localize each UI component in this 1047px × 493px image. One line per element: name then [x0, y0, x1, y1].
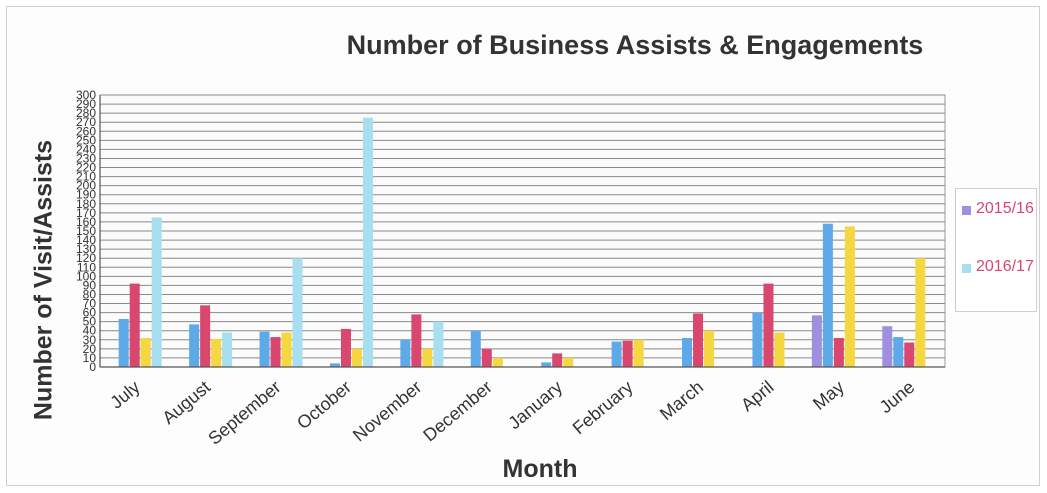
y-tick-label: 250 — [76, 133, 96, 147]
bar-july-series-2 — [129, 283, 140, 367]
y-tick-label: 230 — [76, 151, 96, 165]
x-tick-label-january: January — [504, 377, 566, 433]
bar-november-series-4 — [433, 321, 444, 367]
bar-april-series-1 — [752, 312, 763, 367]
bar-may-series-3 — [844, 226, 855, 367]
bar-march-series-3 — [704, 330, 715, 367]
y-tick-label: 180 — [76, 197, 96, 211]
y-tick-label: 10 — [83, 351, 97, 365]
x-tick-label-october: October — [293, 377, 355, 433]
legend-label: 2015/16 — [976, 200, 1034, 217]
bar-september-series-1 — [259, 331, 270, 367]
bar-december-series-2 — [481, 348, 492, 367]
bar-october-series-4 — [362, 117, 373, 368]
y-tick-label: 60 — [83, 306, 97, 320]
legend-swatch — [962, 206, 971, 215]
bar-december-series-1 — [470, 330, 481, 367]
bar-june-series-2 — [904, 342, 915, 367]
x-tick-label-september: September — [204, 377, 284, 449]
bar-january-series-3 — [563, 357, 574, 367]
bar-march-series-1 — [682, 337, 693, 367]
bar-september-series-4 — [292, 258, 303, 367]
x-axis-title: Month — [502, 455, 578, 483]
legend-swatch — [962, 264, 971, 273]
bar-december-series-3 — [492, 357, 503, 367]
y-tick-label: 150 — [76, 224, 96, 238]
y-tick-label: 80 — [83, 287, 97, 301]
chart-title: Number of Business Assists & Engagements — [346, 30, 924, 60]
bar-november-series-3 — [422, 348, 433, 367]
bar-january-series-2 — [552, 353, 563, 367]
bar-july-series-1 — [118, 318, 129, 367]
y-tick-label: 30 — [83, 333, 97, 347]
x-tick-label-march: March — [656, 377, 707, 424]
y-tick-label: 20 — [83, 342, 97, 356]
bar-february-series-3 — [633, 339, 644, 367]
y-tick-label: 270 — [76, 115, 96, 129]
y-tick-label: 190 — [76, 188, 96, 202]
bar-november-series-1 — [400, 339, 411, 367]
bar-march-series-2 — [693, 313, 704, 367]
bar-may-series-0 — [811, 315, 822, 367]
bar-august-series-2 — [200, 305, 211, 367]
bar-june-series-0 — [882, 326, 893, 367]
y-tick-label: 300 — [76, 88, 96, 102]
x-tick-label-july: July — [106, 377, 143, 413]
bar-september-series-3 — [281, 332, 292, 367]
x-tick-label-february: February — [569, 377, 637, 439]
x-tick-label-june: June — [876, 377, 919, 417]
x-tick-label-december: December — [419, 377, 495, 446]
bar-july-series-4 — [151, 217, 162, 367]
y-tick-label: 200 — [76, 179, 96, 193]
x-tick-label-august: August — [158, 377, 214, 428]
x-tick-label-november: November — [349, 377, 425, 446]
x-tick-label-april: April — [737, 377, 777, 415]
bar-august-series-3 — [211, 338, 222, 367]
bar-august-series-1 — [189, 324, 200, 367]
y-tick-label: 290 — [76, 97, 96, 111]
y-tick-label: 100 — [76, 269, 96, 283]
y-tick-label: 130 — [76, 242, 96, 256]
bar-october-series-1 — [329, 363, 340, 367]
bar-april-series-3 — [774, 332, 785, 367]
bar-june-series-3 — [915, 258, 926, 367]
y-tick-label: 40 — [83, 324, 97, 338]
bar-february-series-1 — [611, 341, 622, 367]
legend: 2015/16 2016/17 — [955, 188, 1037, 312]
bar-october-series-2 — [340, 328, 351, 367]
bar-september-series-2 — [270, 337, 281, 367]
y-tick-label: 110 — [77, 260, 96, 274]
y-tick-label: 90 — [83, 278, 97, 292]
bar-july-series-3 — [140, 337, 151, 367]
y-tick-label: 50 — [83, 315, 97, 329]
y-tick-label: 220 — [76, 161, 96, 175]
bar-may-series-1 — [822, 223, 833, 367]
bar-june-series-1 — [893, 337, 904, 367]
bar-may-series-2 — [833, 337, 844, 367]
bar-april-series-2 — [763, 283, 774, 367]
y-tick-label: 160 — [76, 215, 96, 229]
bar-january-series-1 — [541, 362, 552, 367]
y-tick-label: 0 — [89, 360, 96, 374]
y-tick-label: 280 — [76, 106, 96, 120]
y-tick-label: 140 — [76, 233, 96, 247]
bar-february-series-2 — [622, 340, 633, 367]
legend-label: 2016/17 — [976, 258, 1034, 275]
y-tick-label: 240 — [76, 142, 96, 156]
bar-october-series-3 — [351, 348, 362, 367]
y-tick-label: 70 — [83, 297, 97, 311]
y-tick-label: 120 — [76, 251, 96, 265]
y-tick-label: 170 — [76, 206, 96, 220]
bar-august-series-4 — [222, 332, 233, 367]
y-tick-label: 210 — [76, 170, 96, 184]
bar-november-series-2 — [411, 314, 422, 367]
x-tick-label-may: May — [809, 377, 848, 414]
y-tick-label: 260 — [76, 124, 96, 138]
